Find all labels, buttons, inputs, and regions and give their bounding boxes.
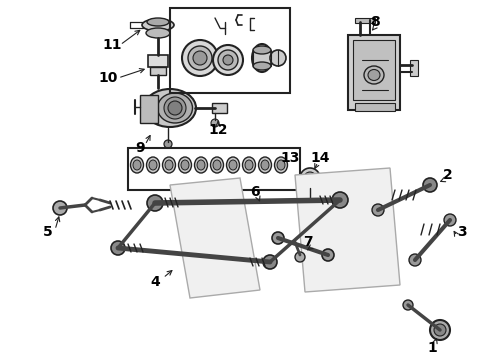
Ellipse shape [130, 157, 144, 173]
Circle shape [409, 254, 421, 266]
Ellipse shape [253, 62, 271, 70]
Circle shape [300, 168, 320, 188]
Ellipse shape [164, 97, 186, 119]
Ellipse shape [245, 160, 253, 170]
Ellipse shape [274, 157, 288, 173]
Text: 6: 6 [250, 185, 260, 199]
Ellipse shape [277, 160, 285, 170]
Text: 3: 3 [457, 225, 467, 239]
Ellipse shape [146, 28, 170, 38]
Circle shape [322, 249, 334, 261]
Bar [410, 60, 418, 76]
Ellipse shape [197, 160, 205, 170]
Circle shape [270, 50, 286, 66]
Ellipse shape [252, 44, 272, 72]
Circle shape [111, 241, 125, 255]
Circle shape [147, 195, 163, 211]
Ellipse shape [163, 157, 175, 173]
Bar [170, 8, 290, 93]
Text: 14: 14 [310, 151, 330, 165]
Circle shape [295, 252, 305, 262]
Circle shape [372, 204, 384, 216]
Ellipse shape [165, 160, 173, 170]
Ellipse shape [168, 101, 182, 115]
Ellipse shape [211, 157, 223, 173]
Text: 12: 12 [208, 123, 228, 137]
Bar [355, 18, 375, 23]
Ellipse shape [226, 157, 240, 173]
Bar [355, 103, 395, 111]
Ellipse shape [259, 157, 271, 173]
Ellipse shape [181, 160, 189, 170]
Circle shape [444, 214, 456, 226]
Circle shape [434, 324, 446, 336]
Text: 11: 11 [102, 38, 122, 52]
Ellipse shape [133, 160, 141, 170]
Circle shape [53, 201, 67, 215]
Circle shape [223, 55, 233, 65]
Ellipse shape [147, 157, 160, 173]
Circle shape [304, 172, 316, 184]
Circle shape [272, 232, 284, 244]
Circle shape [213, 45, 243, 75]
Bar [128, 148, 300, 190]
Text: 13: 13 [280, 151, 300, 165]
Ellipse shape [142, 19, 174, 31]
Circle shape [193, 51, 207, 65]
Text: 9: 9 [135, 141, 145, 155]
Circle shape [164, 140, 172, 148]
Ellipse shape [364, 66, 384, 84]
Ellipse shape [178, 157, 192, 173]
Text: 4: 4 [150, 275, 160, 289]
Ellipse shape [243, 157, 255, 173]
Polygon shape [295, 168, 400, 292]
Circle shape [211, 119, 219, 127]
Ellipse shape [157, 93, 193, 123]
Bar [140, 95, 158, 123]
Bar [212, 103, 227, 113]
Ellipse shape [253, 46, 271, 54]
Circle shape [332, 192, 348, 208]
Ellipse shape [261, 160, 269, 170]
Text: 5: 5 [43, 225, 53, 239]
Ellipse shape [147, 18, 169, 26]
Bar [353, 40, 395, 100]
Text: 8: 8 [370, 15, 380, 29]
Circle shape [403, 300, 413, 310]
Polygon shape [170, 178, 260, 298]
Bar [348, 35, 400, 110]
Text: 10: 10 [98, 71, 118, 85]
Bar [148, 55, 168, 67]
Ellipse shape [144, 89, 196, 127]
Text: 7: 7 [303, 235, 313, 249]
Circle shape [263, 255, 277, 269]
Text: 2: 2 [443, 168, 453, 182]
Bar [150, 67, 166, 75]
Text: 1: 1 [427, 341, 437, 355]
Ellipse shape [149, 160, 157, 170]
Circle shape [423, 178, 437, 192]
Circle shape [188, 46, 212, 70]
Circle shape [218, 50, 238, 70]
Circle shape [182, 40, 218, 76]
Ellipse shape [195, 157, 207, 173]
Circle shape [430, 320, 450, 340]
Ellipse shape [213, 160, 221, 170]
Ellipse shape [368, 69, 380, 81]
Ellipse shape [229, 160, 237, 170]
